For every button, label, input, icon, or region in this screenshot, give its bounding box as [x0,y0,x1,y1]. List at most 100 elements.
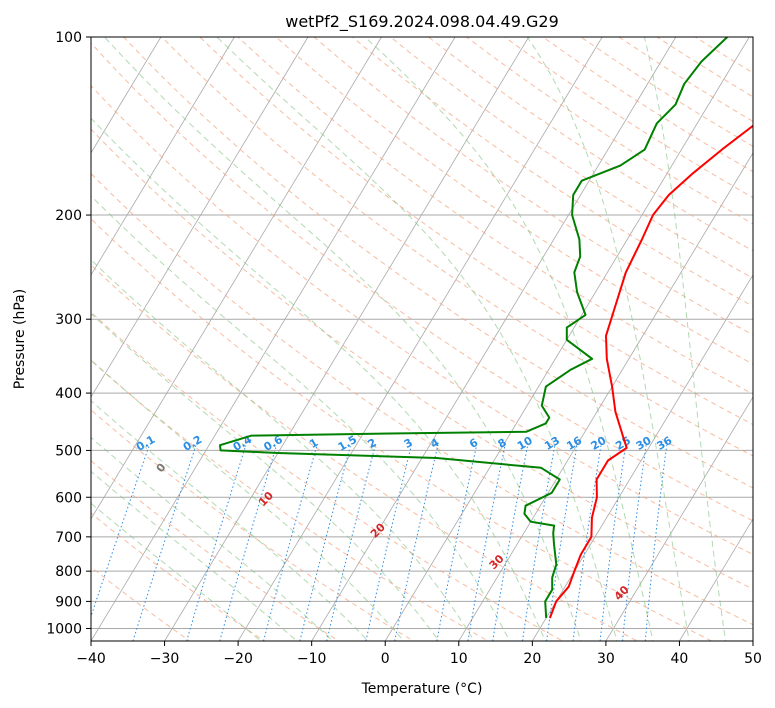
mixing-ratio-label: 4 [428,436,441,451]
dry-adiabat-line [91,42,753,522]
isotherm-line [605,396,753,641]
mixing-ratio-line [436,445,478,641]
y-tick-label: 800 [55,564,82,580]
x-tick-label: −30 [150,651,180,667]
dry-adiabat-line [91,128,753,590]
dry-adiabat-label: 0 [154,461,169,475]
dry-adiabat-line [427,37,753,252]
dry-adiabat-line [503,37,753,199]
moist-adiabat-line [104,37,582,641]
x-axis-title: Temperature (°C) [361,681,483,697]
dry-adiabat-line [91,359,489,641]
mixing-ratio-line [522,445,556,641]
isotherm-line [91,37,309,398]
y-tick-label: 300 [55,312,82,328]
y-tick-label: 900 [55,594,82,610]
isotherm-line [458,152,753,641]
mixing-ratio-line [467,445,506,641]
dry-adiabat-line [351,37,753,307]
dry-adiabat-line [91,512,266,641]
dry-adiabat-line [91,218,713,641]
dry-adiabat-line [618,37,753,122]
mixing-ratio-label: 2 [366,436,379,451]
mixing-ratio-line [644,445,668,641]
dry-adiabat-line [161,37,753,457]
x-tick-label: 20 [523,651,541,667]
mixing-ratio-line [186,445,247,641]
moist-adiabat-line [91,195,511,641]
y-tick-label: 400 [55,386,82,402]
dry-adiabat-line [579,37,753,147]
mixing-ratio-line [263,445,318,641]
mixing-ratio-label: 6 [467,436,480,451]
dry-adiabat-line [199,37,753,426]
y-tick-label: 500 [55,443,82,459]
dry-adiabat-line [91,85,753,556]
mixing-ratio-line [132,445,197,641]
isotherm-line [679,518,753,641]
dry-adiabat-line [237,37,753,395]
dry-adiabat-line [465,37,753,225]
x-tick-label: 40 [671,651,689,667]
moist-adiabat-line [91,502,262,641]
isotherm-line [91,37,235,276]
isotherm-line [531,274,753,641]
moist-adiabat-label: 30 [487,552,507,572]
isotherm-line [91,37,162,154]
x-tick-label: −40 [76,651,106,667]
moist-adiabat-line [643,37,727,641]
x-tick-label: 50 [744,651,762,667]
dry-adiabat-line [91,311,564,641]
moist-adiabat-label: 10 [256,489,276,509]
line-labels: 0.10.20.40.611.52346810131620253036-100-… [134,433,674,603]
x-tick-label: 30 [597,651,615,667]
dry-adiabat-line [91,264,639,641]
dry-adiabat-line [122,37,753,489]
dry-adiabat-line [389,37,753,279]
mixing-ratio-line [572,445,602,641]
y-tick-label: 600 [55,490,82,506]
moist-adiabat-label: 40 [612,583,632,603]
mixing-ratio-label: 3 [402,436,415,451]
background-lines [91,37,753,641]
dry-adiabat-line [91,409,415,641]
axis-ticks: −40 −30 −20 −10 0 10 20 30 40 50 100 200 300 400 500 60… [46,30,762,667]
dry-adiabat-line [275,37,753,365]
x-tick-label: −10 [297,651,327,667]
isotherm-line [237,37,603,641]
mixing-ratio-line [492,445,529,641]
x-tick-label: 10 [450,651,468,667]
y-tick-label: 100 [55,30,82,46]
moist-adiabat-line [91,312,440,641]
moist-adiabat-line [91,400,369,641]
dewpoint-line [219,37,728,619]
moist-adiabat-line [91,259,475,641]
mixing-ratio-line [91,445,150,618]
isotherm-line [91,37,382,520]
dry-adiabat-line [91,460,340,641]
mixing-ratio-line [394,445,439,641]
y-tick-label: 200 [55,208,82,224]
x-tick-label: −20 [223,651,253,667]
mixing-ratio-line [622,445,647,641]
chart-title: wetPf2_S169.2024.098.04.49.G29 [285,12,559,32]
mixing-ratio-line [219,445,277,641]
dry-adiabat-line [541,37,753,173]
mixing-ratio-line [365,445,412,641]
mixing-ratio-line [299,445,352,641]
temperature-line [548,124,753,619]
mixing-ratio-line [599,445,627,641]
y-axis-title: Pressure (hPa) [12,289,28,389]
moist-adiabat-line [91,359,405,641]
moist-adiabat-line [91,470,298,641]
y-tick-label: 700 [55,530,82,546]
y-tick-label: 1000 [46,621,82,637]
plot-frame [90,36,754,642]
isotherm-line [164,37,530,641]
dry-adiabat-line [91,172,753,626]
mixing-ratio-line [326,445,376,641]
isotherm-line [91,37,456,641]
moist-adiabat-line [526,37,690,641]
dry-adiabat-line [694,37,753,74]
